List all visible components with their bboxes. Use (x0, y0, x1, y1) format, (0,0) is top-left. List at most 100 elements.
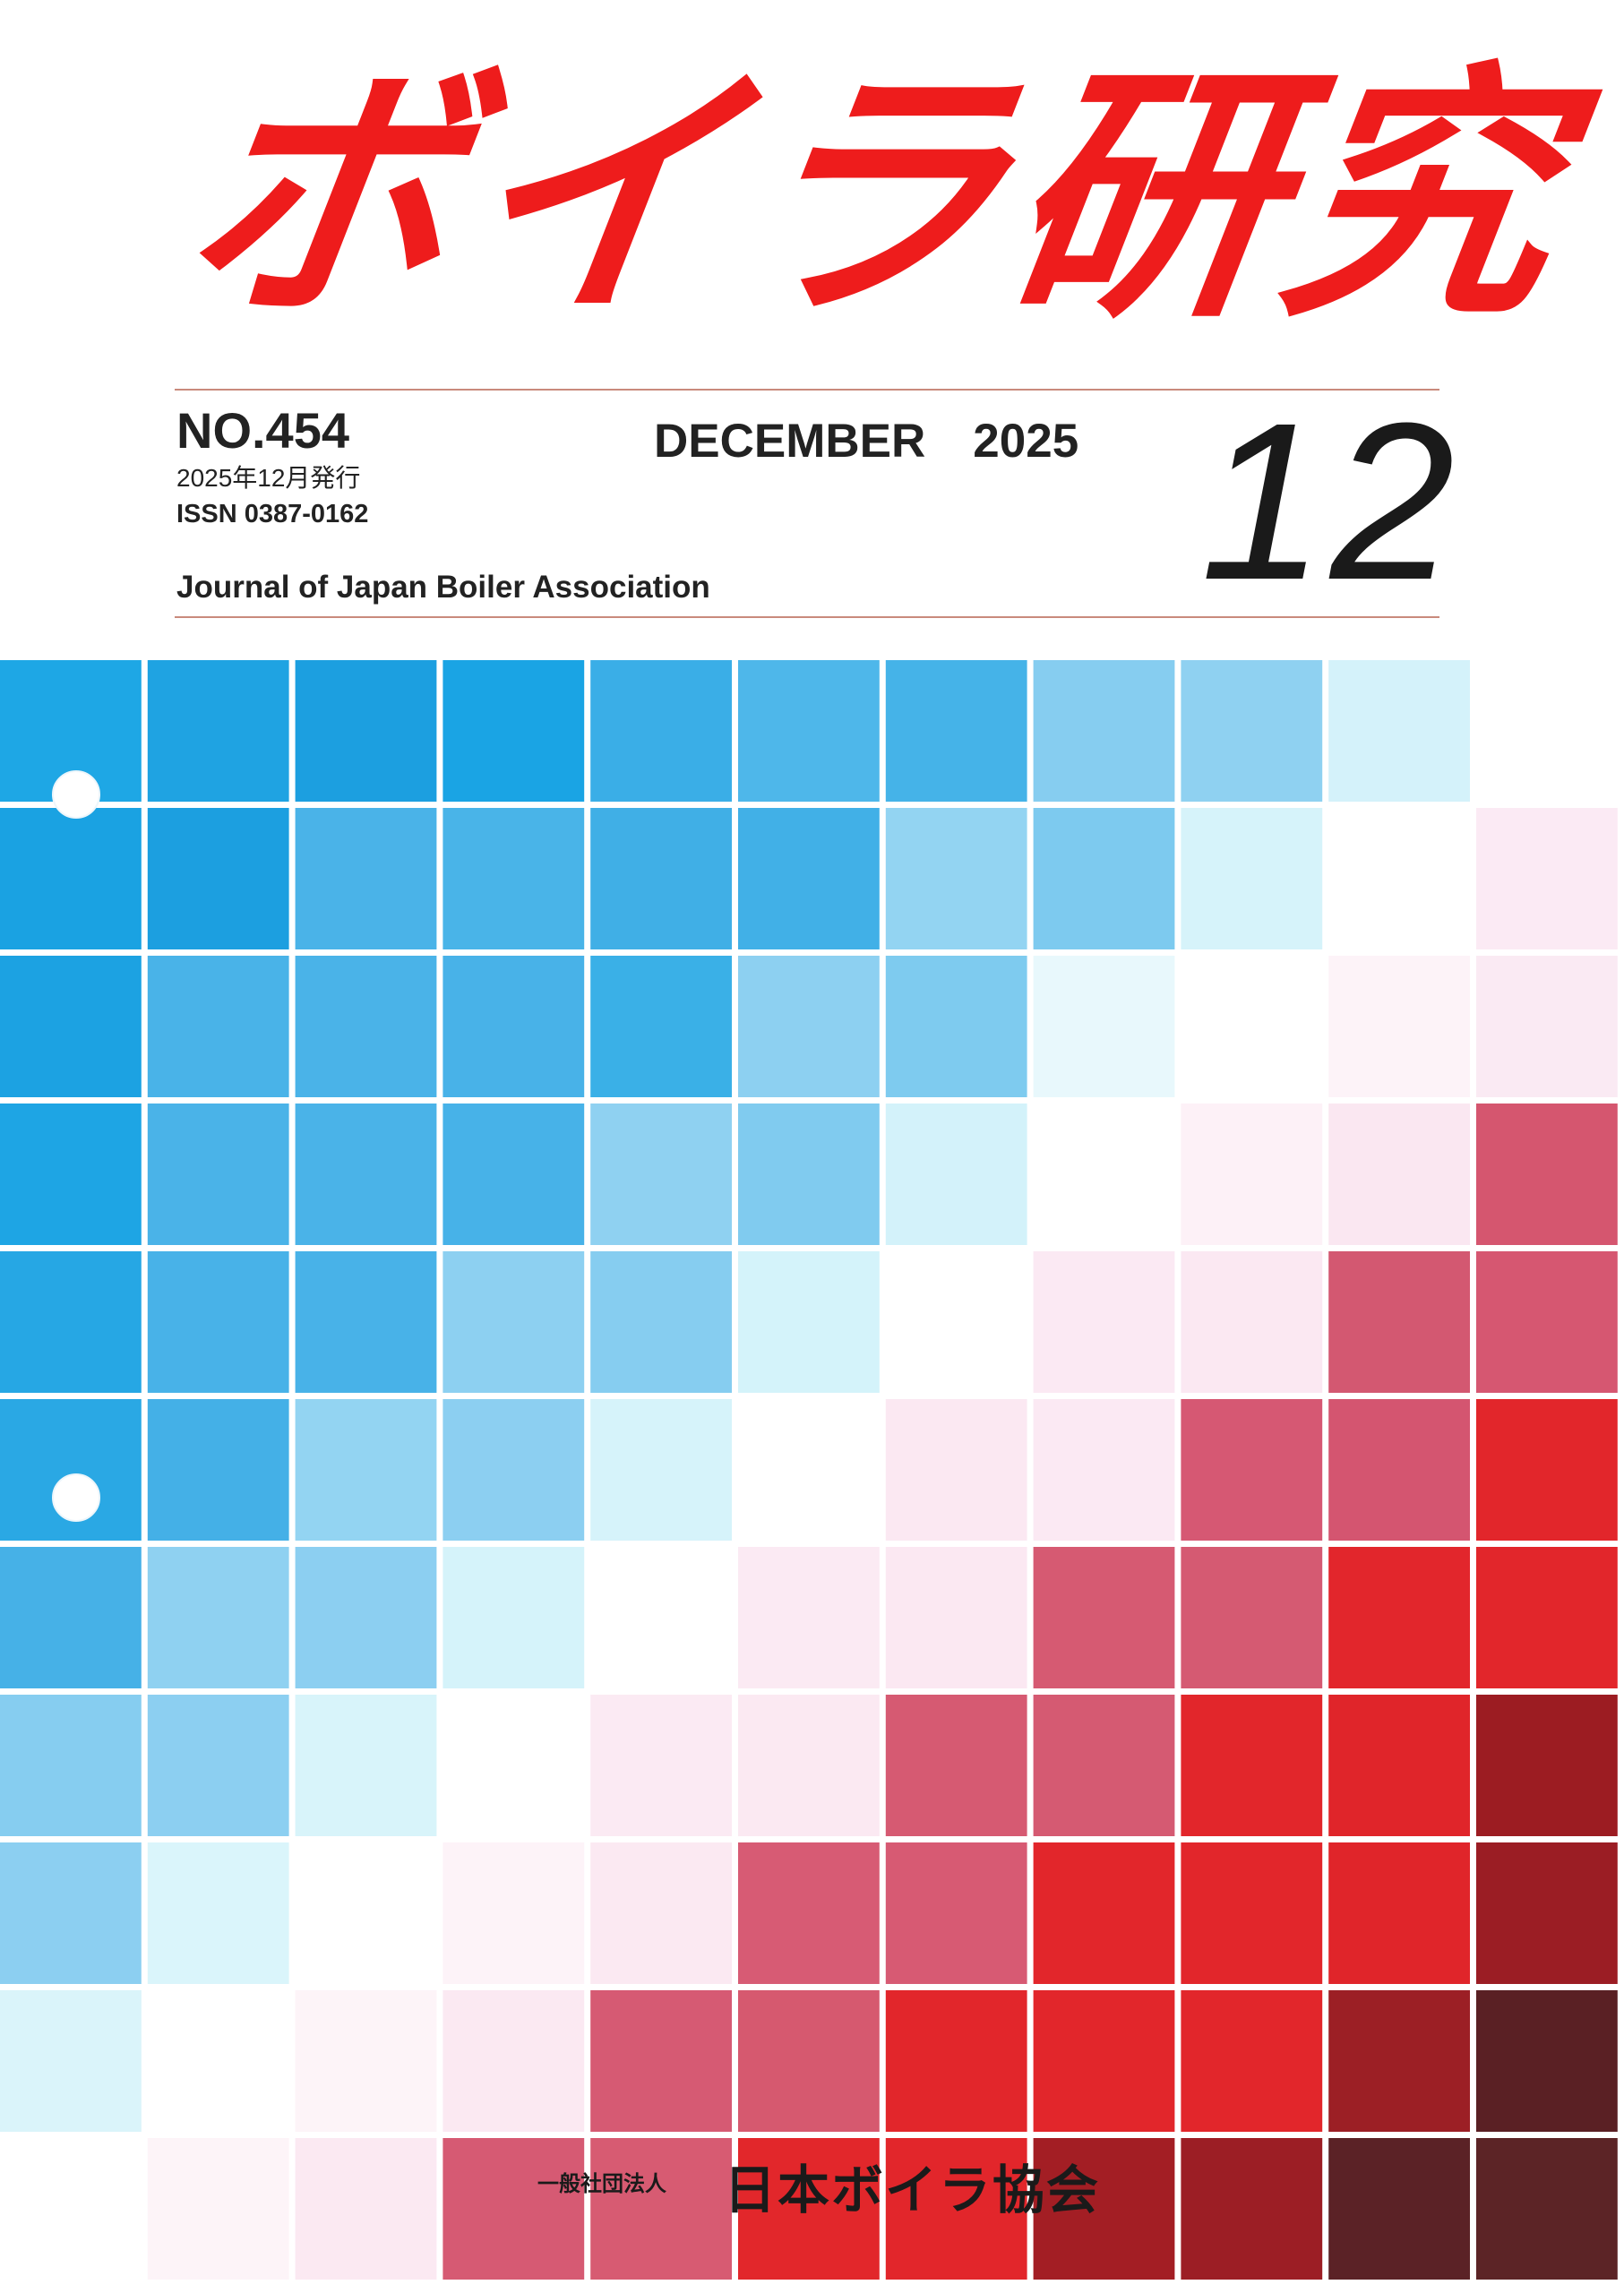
mosaic-tile (590, 1104, 732, 1245)
mosaic-tile (443, 660, 585, 802)
mosaic-tile (738, 1695, 880, 1836)
mosaic-tile (885, 1104, 1027, 1245)
mosaic-tile (1033, 1104, 1175, 1245)
mosaic-tile (590, 1251, 732, 1393)
mosaic-tile (295, 956, 437, 1097)
mosaic-tile (147, 1399, 289, 1541)
mosaic-tile (590, 1842, 732, 1984)
mosaic-tile (147, 1547, 289, 1688)
mosaic-tile (590, 1547, 732, 1688)
mosaic-tile (1328, 1104, 1470, 1245)
mosaic-tile (147, 808, 289, 949)
header-rule-bottom (175, 616, 1439, 618)
mosaic-tile (590, 1990, 732, 2132)
mosaic-tile (0, 2138, 142, 2280)
issue-month-year: DECEMBER 2025 (654, 415, 1079, 468)
mosaic-tile (1476, 1695, 1618, 1836)
mosaic-tile (1328, 1251, 1470, 1393)
mosaic-tile (1181, 1104, 1323, 1245)
mosaic-tile (147, 1990, 289, 2132)
journal-name: Journal of Japan Boiler Association (176, 570, 710, 605)
mosaic-tile (1181, 1251, 1323, 1393)
mosaic-tile (885, 2138, 1027, 2280)
mosaic-tile (443, 1251, 585, 1393)
mosaic-tile (1328, 808, 1470, 949)
mosaic-tile (0, 1695, 142, 1836)
mosaic-tile (443, 1547, 585, 1688)
mosaic-tile (885, 660, 1027, 802)
mosaic-tile (885, 1842, 1027, 1984)
mosaic-tile (1033, 808, 1175, 949)
mosaic-tile (1476, 1104, 1618, 1245)
mosaic-tile (147, 1251, 289, 1393)
mosaic-tile (295, 2138, 437, 2280)
mosaic-tile (738, 660, 880, 802)
mosaic-tile (0, 1251, 142, 1393)
mosaic-tile (443, 808, 585, 949)
mosaic-tile (147, 1104, 289, 1245)
mosaic-tile (1181, 1399, 1323, 1541)
mosaic-tile (738, 1990, 880, 2132)
binding-hole (52, 770, 100, 819)
mosaic-tile (443, 1990, 585, 2132)
mosaic-tile (885, 1695, 1027, 1836)
mosaic-tile (1033, 660, 1175, 802)
mosaic-tile (0, 1842, 142, 1984)
mosaic-tile (443, 956, 585, 1097)
mosaic-tile (0, 1547, 142, 1688)
mosaic-tile (1328, 1990, 1470, 2132)
mosaic-tile (1033, 1547, 1175, 1688)
mosaic-tile (590, 1399, 732, 1541)
mosaic-tile (590, 808, 732, 949)
mosaic-tile (295, 808, 437, 949)
mosaic-tile (295, 1547, 437, 1688)
binding-hole (52, 1473, 100, 1522)
mosaic-tile (295, 1990, 437, 2132)
mosaic-tile (0, 808, 142, 949)
mosaic-tile (1033, 2138, 1175, 2280)
mosaic-tile (443, 2138, 585, 2280)
mosaic-tile (1181, 660, 1323, 802)
mosaic-tile (885, 1547, 1027, 1688)
mosaic-tile (147, 660, 289, 802)
mosaic-tile (738, 1251, 880, 1393)
mosaic-tile (295, 1104, 437, 1245)
mosaic-tile (1328, 660, 1470, 802)
mosaic-tile (1476, 2138, 1618, 2280)
mosaic-tile (738, 1399, 880, 1541)
mosaic-tile (0, 1990, 142, 2132)
mosaic-tile (738, 2138, 880, 2280)
mosaic-tile (1033, 1990, 1175, 2132)
mosaic-tile (1328, 1547, 1470, 1688)
mosaic-tile (590, 2138, 732, 2280)
mosaic-tile (295, 1842, 437, 1984)
mosaic-tile (1476, 956, 1618, 1097)
mosaic-tile (1476, 1990, 1618, 2132)
mosaic-tile (1328, 1842, 1470, 1984)
mosaic-tile (1476, 808, 1618, 949)
mosaic-tile (0, 956, 142, 1097)
mosaic-tile (147, 2138, 289, 2280)
mosaic-tile (885, 1399, 1027, 1541)
mosaic-tile (738, 1842, 880, 1984)
mosaic-tile (147, 1842, 289, 1984)
mosaic-tile (443, 1104, 585, 1245)
mosaic-tile (885, 956, 1027, 1097)
mosaic-tile (1181, 2138, 1323, 2280)
mosaic-tile (443, 1842, 585, 1984)
mosaic-tile (295, 1399, 437, 1541)
mosaic-tile (738, 1104, 880, 1245)
header-rule-top (175, 389, 1439, 391)
mosaic-tile (295, 1695, 437, 1836)
mosaic-tile (1328, 1695, 1470, 1836)
mosaic-tile (1181, 956, 1323, 1097)
mosaic-tile (1033, 1251, 1175, 1393)
issue-number: NO.454 (176, 402, 349, 459)
mosaic-tile (147, 1695, 289, 1836)
mosaic-tile (147, 956, 289, 1097)
mosaic-tile (443, 1695, 585, 1836)
mosaic-tile (1476, 1399, 1618, 1541)
issue-date-japanese: 2025年12月発行 (176, 464, 361, 492)
mosaic-tile (885, 808, 1027, 949)
mosaic-tile (295, 660, 437, 802)
